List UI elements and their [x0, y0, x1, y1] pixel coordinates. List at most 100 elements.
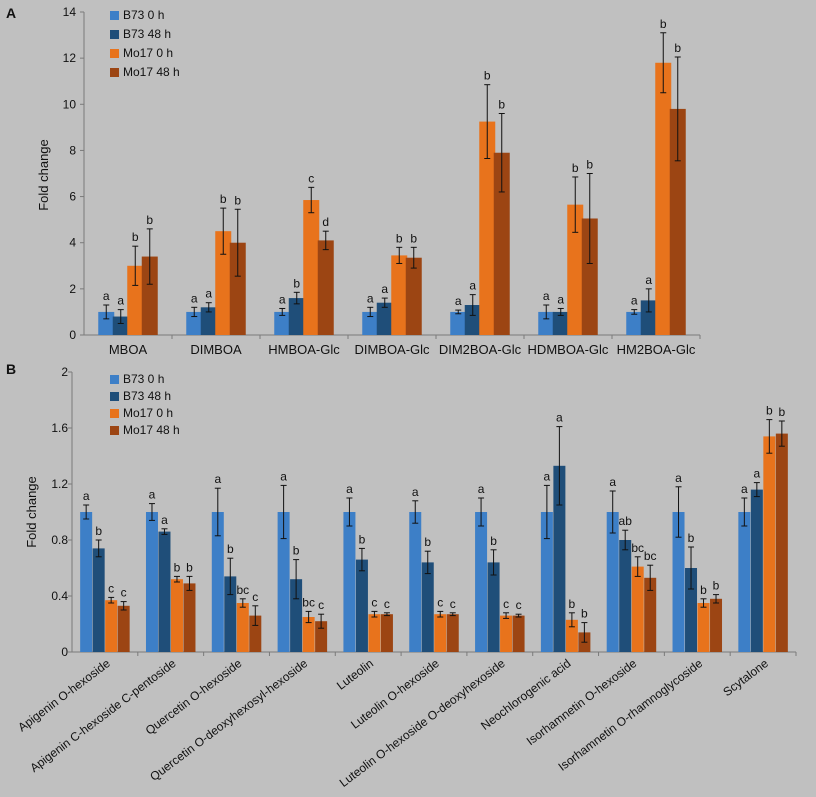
- x-category-label: Isorhamnetin O-hexoside: [524, 656, 640, 748]
- bar: [512, 615, 525, 652]
- bar: [553, 465, 566, 652]
- bar: [92, 548, 105, 652]
- y-tick-label: 14: [63, 5, 77, 19]
- bar: [697, 603, 710, 652]
- significance-letter: a: [645, 273, 652, 287]
- significance-letter: c: [371, 595, 377, 609]
- legend-label: B73 48 h: [123, 27, 171, 41]
- y-tick-label: 0: [69, 328, 76, 342]
- bar: [538, 311, 555, 335]
- bar: [567, 204, 584, 335]
- bar: [98, 311, 115, 335]
- significance-letter: b: [700, 583, 707, 597]
- significance-letter: b: [572, 161, 579, 175]
- legend-swatch: [110, 392, 119, 401]
- bar: [434, 614, 447, 652]
- bar: [669, 108, 686, 336]
- bar: [274, 311, 291, 335]
- bar: [127, 265, 144, 335]
- bar: [158, 531, 171, 652]
- significance-letter: a: [631, 294, 638, 308]
- bar: [475, 512, 488, 652]
- bar: [236, 603, 249, 652]
- bar: [626, 311, 643, 335]
- significance-letter: b: [586, 158, 593, 172]
- y-tick-label: 1.6: [51, 421, 68, 435]
- significance-letter: a: [543, 289, 550, 303]
- bar: [290, 579, 303, 652]
- significance-letter: c: [252, 590, 258, 604]
- y-tick-label: 2: [69, 282, 76, 296]
- bar: [493, 152, 510, 335]
- significance-letter: c: [503, 597, 509, 611]
- bar: [277, 512, 290, 652]
- significance-letter: a: [609, 475, 616, 489]
- bar: [355, 559, 368, 652]
- significance-letter: c: [437, 595, 443, 609]
- bar: [581, 218, 598, 335]
- y-tick-label: 4: [69, 236, 76, 250]
- significance-letter: c: [516, 598, 522, 612]
- significance-letter: a: [675, 471, 682, 485]
- significance-letter: a: [117, 294, 124, 308]
- bar: [183, 583, 196, 652]
- significance-letter: b: [581, 607, 588, 621]
- legend-swatch: [110, 409, 119, 418]
- legend-swatch: [110, 68, 119, 77]
- significance-letter: b: [227, 542, 234, 556]
- bar: [640, 300, 657, 335]
- significance-letter: bc: [644, 549, 657, 563]
- bar: [631, 566, 644, 652]
- significance-letter: a: [469, 279, 476, 293]
- x-category-label: MBOA: [109, 342, 148, 357]
- x-category-label: DIMBOA: [190, 342, 242, 357]
- bar: [368, 614, 381, 652]
- significance-letter: c: [318, 598, 324, 612]
- legend-swatch: [110, 375, 119, 384]
- legend-label: Mo17 0 h: [123, 406, 173, 420]
- y-tick-label: 8: [69, 143, 76, 157]
- significance-letter: bc: [302, 595, 315, 609]
- significance-letter: a: [161, 513, 168, 527]
- bar: [376, 302, 393, 335]
- bar: [464, 305, 481, 335]
- significance-letter: b: [146, 213, 153, 227]
- significance-letter: b: [359, 532, 366, 546]
- significance-letter: b: [713, 579, 720, 593]
- significance-letter: a: [478, 482, 485, 496]
- bar: [446, 614, 459, 652]
- significance-letter: a: [149, 488, 156, 502]
- legend-label: B73 0 h: [123, 372, 164, 386]
- significance-letter: b: [234, 193, 241, 207]
- bar: [565, 619, 578, 652]
- significance-letter: a: [557, 292, 564, 306]
- bar: [288, 298, 305, 335]
- bar: [487, 562, 500, 652]
- significance-letter: a: [455, 294, 462, 308]
- bar: [500, 615, 513, 652]
- y-tick-label: 12: [63, 51, 77, 65]
- significance-letter: a: [544, 469, 551, 483]
- significance-letter: b: [766, 404, 773, 418]
- significance-letter: c: [108, 581, 114, 595]
- panel-a-y-axis-label: Fold change: [36, 139, 51, 211]
- bar: [215, 231, 232, 335]
- significance-letter: b: [498, 98, 505, 112]
- significance-letter: a: [83, 489, 90, 503]
- significance-letter: b: [424, 535, 431, 549]
- bar: [362, 311, 379, 335]
- significance-letter: a: [279, 292, 286, 306]
- bar: [710, 598, 723, 652]
- significance-letter: a: [103, 289, 110, 303]
- significance-letter: b: [569, 597, 576, 611]
- bar: [186, 311, 203, 335]
- bar: [421, 562, 434, 652]
- bar: [112, 316, 129, 335]
- significance-letter: bc: [631, 541, 644, 555]
- legend-label: B73 48 h: [123, 389, 171, 403]
- bar: [211, 512, 224, 652]
- legend-swatch: [110, 11, 119, 20]
- bar: [229, 242, 246, 335]
